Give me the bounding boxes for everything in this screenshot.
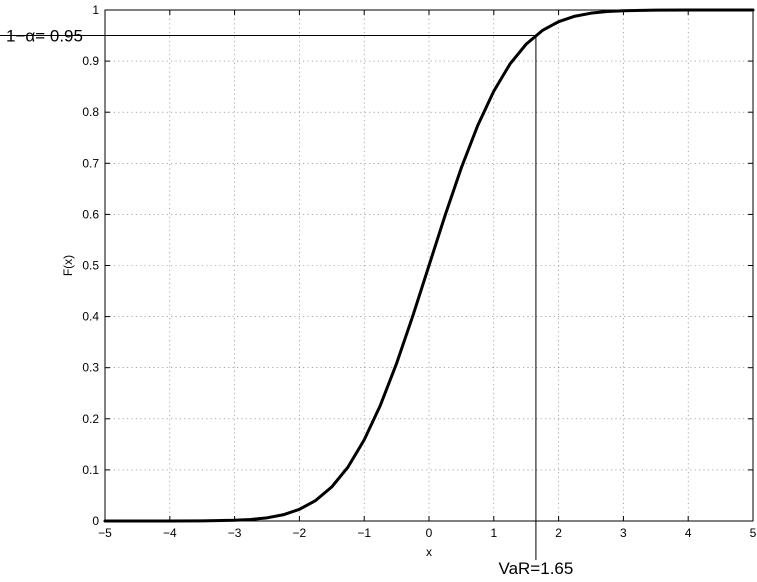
- y-tick-label: 1: [92, 3, 99, 17]
- y-tick-label: 0.7: [82, 156, 99, 170]
- confidence-level-label: 1−α= 0.95: [6, 27, 83, 46]
- y-axis-label: F(x): [61, 255, 75, 276]
- x-tick-label: −3: [228, 526, 242, 540]
- reference-lines: [0, 35, 537, 560]
- x-tick-label: 4: [685, 526, 692, 540]
- y-tick-label: 0.3: [82, 361, 99, 375]
- y-tick-label: 0.9: [82, 54, 99, 68]
- y-tick-label: 0.6: [82, 207, 99, 221]
- series-layer: [103, 8, 755, 523]
- x-tick-label: −5: [98, 526, 112, 540]
- x-tick-label: 5: [750, 526, 757, 540]
- y-tick-label: 0: [92, 514, 99, 528]
- y-tick-label: 0.5: [82, 259, 99, 273]
- x-tick-label: 1: [490, 526, 497, 540]
- x-tick-label: 3: [620, 526, 627, 540]
- y-tick-label: 0.8: [82, 105, 99, 119]
- cdf-series-line: [103, 8, 755, 523]
- var-label: VaR=1.65: [499, 559, 574, 578]
- x-tick-label: 0: [426, 526, 433, 540]
- y-tick-label: 0.1: [82, 463, 99, 477]
- x-tick-label: −2: [293, 526, 307, 540]
- x-tick-label: −4: [163, 526, 177, 540]
- x-tick-label: 2: [555, 526, 562, 540]
- tick-layer: −5 −4 −3 −2 −1 0 1 2 3 4 5 0 0.1 0.2 0.3 0.4 0.5 0.6 0.7 0.…: [82, 3, 756, 540]
- x-tick-label: −1: [357, 526, 371, 540]
- x-axis-label: x: [426, 545, 432, 559]
- y-tick-label: 0.4: [82, 310, 99, 324]
- y-tick-label: 0.2: [82, 412, 99, 426]
